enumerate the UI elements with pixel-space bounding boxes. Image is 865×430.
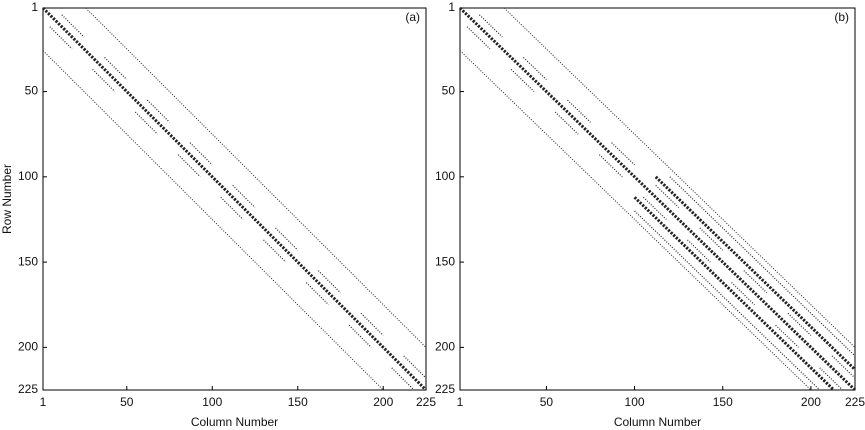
sparsity-line <box>61 14 427 379</box>
sparsity-line <box>633 196 835 392</box>
y-tick-label: 50 <box>442 84 456 98</box>
x-tick-label: 225 <box>845 395 865 409</box>
x-tick-label: 200 <box>801 395 821 409</box>
panel-label: (a) <box>405 10 420 24</box>
sparsity-line <box>459 50 812 391</box>
plot-frame <box>42 7 427 391</box>
sparsity-line <box>503 7 856 348</box>
x-axis-label: Column Number <box>191 415 278 429</box>
x-tick-label: 100 <box>202 395 222 409</box>
sparsity-line <box>42 50 384 391</box>
x-tick-label: 1 <box>457 395 464 409</box>
sparsity-line <box>85 7 427 348</box>
y-tick-label: 100 <box>435 169 455 183</box>
sparsity-line <box>41 6 428 392</box>
x-tick-label: 100 <box>625 395 645 409</box>
y-tick-label: 100 <box>18 169 38 183</box>
y-tick-label: 1 <box>448 0 455 14</box>
x-tick-label: 1 <box>40 395 47 409</box>
sparsity-line <box>669 176 856 357</box>
y-tick-label: 200 <box>18 340 38 354</box>
sparsity-line <box>458 6 857 392</box>
sparsity-line <box>654 175 857 371</box>
y-tick-label: 225 <box>435 382 455 396</box>
x-tick-label: 225 <box>416 395 436 409</box>
sparsity-line <box>49 26 415 391</box>
y-tick-label: 50 <box>25 84 39 98</box>
y-axis-label: Row Number <box>0 164 14 234</box>
x-tick-label: 50 <box>120 395 134 409</box>
y-tick-label: 200 <box>435 340 455 354</box>
plot-frame <box>459 7 856 391</box>
x-axis-label: Column Number <box>614 415 701 429</box>
sparsity-line <box>478 14 856 379</box>
sparsity-line <box>634 210 821 391</box>
x-tick-label: 50 <box>540 395 554 409</box>
y-tick-label: 150 <box>18 254 38 268</box>
y-tick-label: 150 <box>435 254 455 268</box>
x-tick-label: 150 <box>713 395 733 409</box>
x-tick-label: 200 <box>373 395 393 409</box>
x-tick-label: 150 <box>288 395 308 409</box>
panel-label: (b) <box>834 10 849 24</box>
sparsity-line <box>466 26 844 391</box>
y-tick-label: 1 <box>31 0 38 14</box>
y-tick-label: 225 <box>18 382 38 396</box>
